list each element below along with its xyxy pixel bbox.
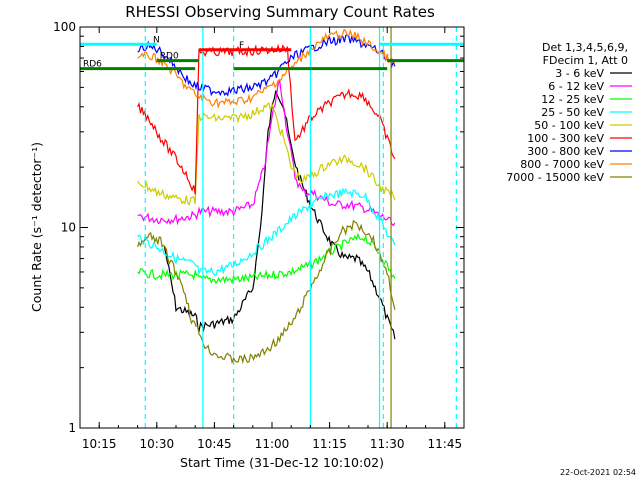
series-line-6-12-kev xyxy=(137,79,396,227)
band-label-rd0: RD0 xyxy=(160,52,179,62)
legend-label-12-25-kev: 12 - 25 keV xyxy=(541,93,604,106)
legend-label-800-7000-kev: 800 - 7000 keV xyxy=(520,158,604,171)
legend-label-25-50-kev: 25 - 50 keV xyxy=(541,106,604,119)
series-line-25-50-kev xyxy=(137,187,396,277)
plot-frame xyxy=(79,26,465,429)
legend-label-300-800-kev: 300 - 800 keV xyxy=(527,145,604,158)
x-tick-label: 10:45 xyxy=(197,437,232,451)
legend-header-line: FDecim 1, Att 0 xyxy=(543,54,628,67)
y-tick-label: 100 xyxy=(53,20,76,34)
x-tick-label: 10:30 xyxy=(140,437,175,451)
band-label-f: F xyxy=(239,41,244,51)
series-line-12-25-kev xyxy=(137,232,396,285)
x-axis-label: Start Time (31-Dec-12 10:10:02) xyxy=(180,455,384,470)
x-tick-label: 10:15 xyxy=(82,437,117,451)
x-tick-label: 11:45 xyxy=(428,437,463,451)
series-line-800-7000-kev xyxy=(137,28,396,110)
y-axis-label: Count Rate (s⁻¹ detector⁻¹) xyxy=(29,142,44,312)
vertical-markers xyxy=(144,27,457,428)
series-layer xyxy=(137,28,396,365)
x-axis: 10:15 10:30 10:45 11:00 11:15 11:30 11:45 xyxy=(79,27,465,451)
series-line-7000-15000-kev xyxy=(137,219,396,365)
band-label-n: N xyxy=(153,35,160,45)
legend-label-6-12-kev: 6 - 12 keV xyxy=(548,80,604,93)
legend-label-3-6-kev: 3 - 6 keV xyxy=(555,67,604,80)
chart-title: RHESSI Observing Summary Count Rates xyxy=(125,3,435,21)
x-tick-label: 11:15 xyxy=(312,437,347,451)
generation-timestamp: 22-Oct-2021 02:54 xyxy=(560,468,636,477)
legend: Det 1,3,4,5,6,9,FDecim 1, Att 03 - 6 keV… xyxy=(506,41,632,184)
series-line-50-100-kev xyxy=(137,101,396,206)
status-bands: N RD6 RD0 F xyxy=(80,35,464,71)
legend-header-line: Det 1,3,4,5,6,9, xyxy=(542,41,628,54)
y-axis: 1 10 100 xyxy=(53,20,464,435)
x-tick-label: 11:00 xyxy=(255,437,290,451)
legend-label-50-100-kev: 50 - 100 keV xyxy=(534,119,604,132)
legend-label-100-300-kev: 100 - 300 keV xyxy=(527,132,604,145)
legend-label-7000-15000-kev: 7000 - 15000 keV xyxy=(506,171,604,184)
y-tick-label: 1 xyxy=(68,421,76,435)
series-line-3-6-kev xyxy=(163,90,396,340)
band-label-rd6: RD6 xyxy=(83,60,102,70)
series-line-300-800-kev xyxy=(137,34,396,97)
y-tick-label: 10 xyxy=(61,221,76,235)
x-tick-label: 11:30 xyxy=(370,437,405,451)
